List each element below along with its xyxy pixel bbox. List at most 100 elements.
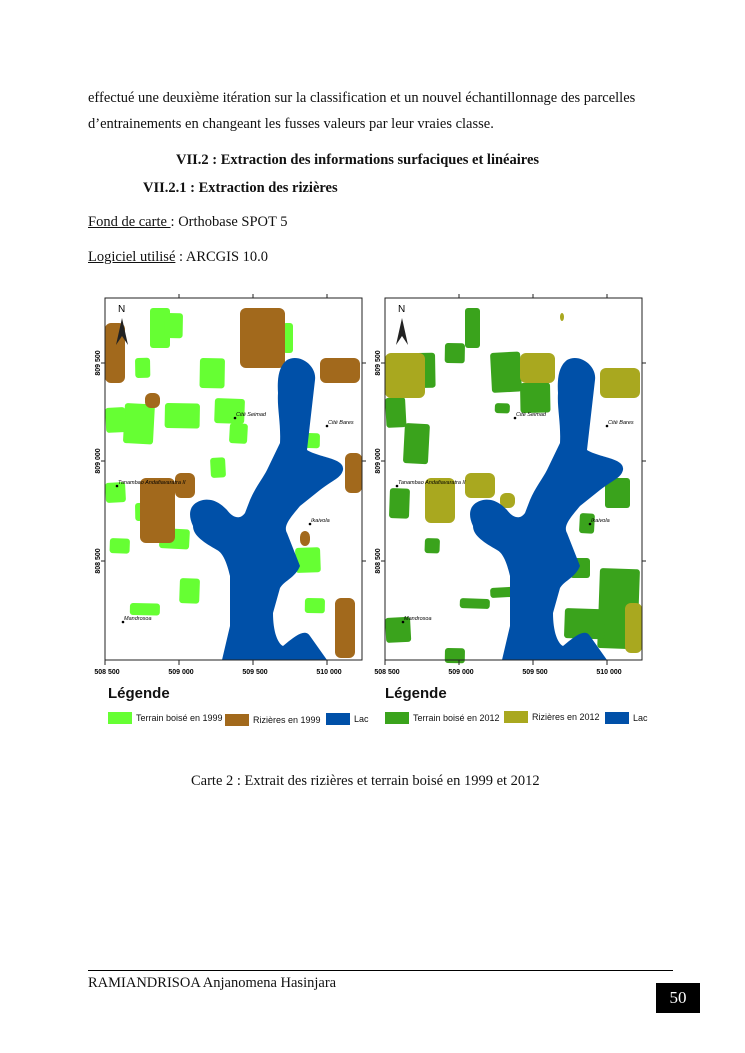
- rice-patch: [600, 368, 640, 398]
- place-label: Mandrosoa: [404, 616, 432, 622]
- forest-patch: [129, 603, 160, 616]
- place-dot: [325, 424, 329, 428]
- place-dot: [395, 484, 399, 488]
- rice-patch: [345, 453, 362, 493]
- swatch: [385, 712, 409, 724]
- place-label: Cité Bares: [608, 420, 634, 426]
- legend-lake-1999: Lac: [326, 713, 369, 725]
- legend-rice-1999: Rizières en 1999: [225, 714, 321, 726]
- forest-patch: [579, 513, 595, 534]
- rice-patch: [320, 358, 360, 383]
- rice-patch: [140, 478, 175, 543]
- forest-patch: [490, 351, 522, 393]
- y-tick-label: 808 500: [95, 548, 102, 573]
- forest-patch: [304, 598, 325, 614]
- forest-patch: [424, 538, 440, 554]
- basemap-label: Fond de carte: [88, 214, 171, 230]
- footer-author: RAMIANDRISOA Anjanomena Hasinjara: [88, 975, 337, 991]
- x-tick-label: 508 500: [374, 669, 399, 676]
- place-label: Cité Bares: [328, 420, 354, 426]
- forest-patch: [295, 547, 321, 573]
- rice-patch: [520, 353, 555, 383]
- legend-title: Légende: [385, 685, 447, 702]
- place-dot: [121, 620, 125, 624]
- rice-patch: [425, 478, 455, 523]
- forest-patch: [385, 397, 407, 428]
- x-tick-label: 509 500: [242, 669, 267, 676]
- legend-label: Rizières en 2012: [532, 712, 600, 722]
- section-heading: VII.2 : Extraction des informations surf…: [176, 152, 540, 168]
- x-tick-label: 510 000: [316, 669, 341, 676]
- forest-patch: [229, 423, 248, 444]
- forest-patch: [444, 343, 465, 364]
- forest-patch: [164, 313, 183, 339]
- map-canvas: 508 500 509 000 509 500 510 000 809 500 809 0…: [94, 294, 366, 676]
- figure-caption: Carte 2 : Extrait des rizières et terrai…: [191, 773, 540, 789]
- x-tick-label: 508 500: [94, 669, 119, 676]
- basemap-line: Fond de carte : Orthobase SPOT 5: [88, 214, 288, 231]
- page-number: 50: [656, 983, 700, 1013]
- forest-patch: [214, 398, 245, 424]
- forest-patch: [105, 482, 126, 503]
- swatch: [326, 713, 350, 725]
- place-dot: [233, 416, 237, 420]
- legend-label: Lac: [354, 714, 369, 724]
- place-label: Ikaivola: [311, 518, 330, 524]
- y-tick-label: 808 500: [375, 548, 382, 573]
- forest-patch: [520, 382, 551, 413]
- legend-label: Terrain boisé en 2012: [413, 713, 500, 723]
- rice-patch: [300, 531, 310, 546]
- place-label: Tanambao Andafiavaratra II: [398, 480, 466, 486]
- rice-patch: [560, 313, 564, 321]
- north-arrow-icon: [396, 318, 408, 345]
- map-canvas: 508 500 509 000 509 500 510 000 809 500 809 0…: [374, 294, 646, 676]
- forest-patch: [210, 457, 226, 478]
- legend-forest-1999: Terrain boisé en 1999: [108, 712, 223, 724]
- forest-patch: [385, 616, 412, 643]
- paragraph-line: effectué une deuxième itération sur la c…: [88, 90, 636, 106]
- forest-patch: [199, 358, 225, 389]
- place-dot: [401, 620, 405, 624]
- place-label: Mandrosoa: [124, 616, 152, 622]
- y-tick-label: 809 500: [95, 350, 102, 375]
- rice-patch: [465, 473, 495, 498]
- x-tick-label: 510 000: [596, 669, 621, 676]
- swatch: [504, 711, 528, 723]
- x-tick-label: 509 000: [448, 669, 473, 676]
- map-frame: [104, 297, 363, 661]
- place-dot: [115, 484, 119, 488]
- forest-patch: [444, 648, 465, 664]
- y-tick-label: 809 000: [95, 448, 102, 473]
- forest-patch: [179, 578, 200, 604]
- forest-patch: [283, 323, 293, 353]
- place-label: Cité Seimad: [516, 412, 547, 418]
- software-line: Logiciel utilisé : ARCGIS 10.0: [88, 249, 268, 266]
- forest-patch: [123, 403, 155, 445]
- forest-patch: [465, 308, 480, 348]
- forest-patch: [135, 357, 151, 378]
- lake: [470, 358, 624, 660]
- legend-label: Rizières en 1999: [253, 715, 321, 725]
- y-tick-label: 809 000: [375, 448, 382, 473]
- forest-patch: [389, 488, 410, 519]
- swatch: [108, 712, 132, 724]
- map-2012: 508 500 509 000 509 500 510 000 809 500 809 0…: [374, 294, 646, 688]
- north-label: N: [118, 304, 125, 315]
- x-tick-label: 509 500: [522, 669, 547, 676]
- rice-patch: [335, 598, 355, 658]
- forest-patch: [304, 433, 320, 449]
- footer-divider: [88, 970, 673, 971]
- north-arrow-icon: [116, 318, 128, 345]
- forest-patch: [164, 403, 200, 429]
- legend-label: Lac: [633, 713, 648, 723]
- software-label: Logiciel utilisé: [88, 249, 176, 265]
- forest-patch: [403, 423, 430, 465]
- north-label: N: [398, 304, 405, 315]
- rice-patch: [145, 393, 160, 408]
- swatch: [225, 714, 249, 726]
- rice-patch: [240, 308, 285, 368]
- rice-patch: [500, 493, 515, 508]
- legend-lake-2012: Lac: [605, 712, 648, 724]
- forest-patch: [459, 598, 490, 609]
